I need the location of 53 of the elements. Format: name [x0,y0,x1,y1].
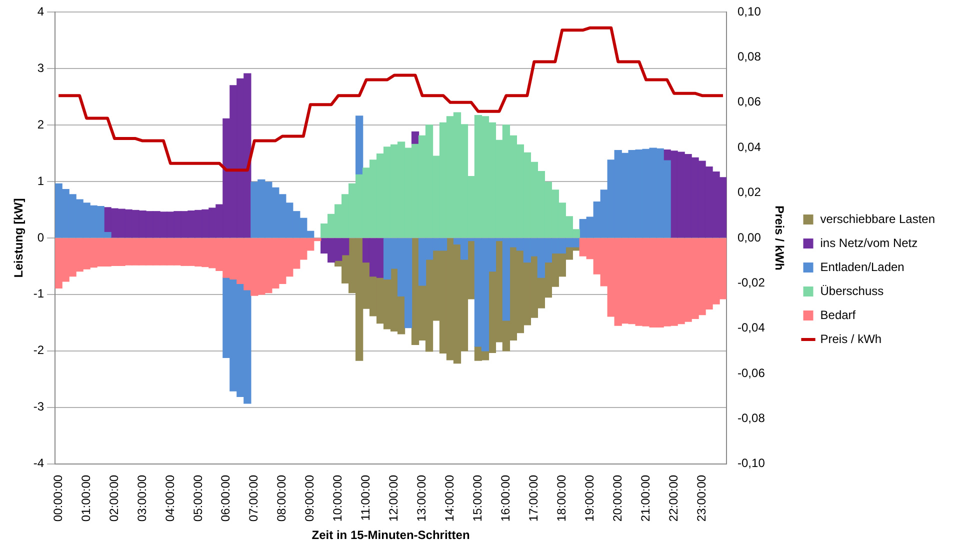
x-tick-label: 19:00:00 [582,474,596,522]
y-tick-label: -1 [33,286,44,301]
x-tick-label: 04:00:00 [162,474,177,522]
x-tick-label: 16:00:00 [498,474,513,522]
x-tick-label: 18:00:00 [554,474,568,522]
x-tick-label: 15:00:00 [470,474,485,522]
x-tick-label: 07:00:00 [246,474,261,522]
y-tick-label: 3 [37,60,44,75]
y2-tick-label: 0,04 [738,140,762,154]
x-tick-label: 23:00:00 [694,474,708,522]
x-tick-label: 20:00:00 [610,474,624,522]
x-tick-label: 10:00:00 [330,474,345,522]
y2-axis-title: Preis / kWh [772,206,787,270]
y2-tick-label: -0,08 [738,411,766,426]
x-tick-label: 14:00:00 [442,474,457,522]
legend-label: Bedarf [820,308,856,322]
x-axis-title: Zeit in 15-Minuten-Schritten [312,528,470,542]
x-tick-label: 08:00:00 [274,474,289,522]
x-tick-label: 11:00:00 [358,474,373,521]
y2-tick-label: 0,02 [738,185,762,200]
y-tick-label: 0 [37,230,44,244]
x-tick-label: 01:00:00 [78,474,93,522]
y-tick-label: 4 [37,4,44,18]
legend-label: Entladen/Laden [820,260,904,274]
y2-tick-label: -0,10 [738,456,766,470]
y-tick-label: -2 [33,343,44,358]
legend-label: Überschuss [820,284,884,298]
x-tick-label: 12:00:00 [386,474,401,522]
x-tick-label: 03:00:00 [134,474,149,522]
x-tick-label: 09:00:00 [302,474,317,522]
y2-tick-label: -0,06 [738,366,766,380]
y2-tick-label: 0,10 [738,4,762,18]
x-tick-label: 05:00:00 [190,474,205,522]
legend-label: Preis / kWh [820,332,882,346]
y-tick-label: 2 [37,117,44,132]
x-tick-label: 00:00:00 [50,474,65,522]
y-tick-label: -4 [33,456,44,470]
x-tick-label: 21:00:00 [638,474,652,522]
y2-tick-label: -0,02 [738,275,766,290]
legend-label: ins Netz/vom Netz [820,236,918,250]
y2-tick-label: -0,04 [738,320,766,335]
x-tick-label: 22:00:00 [666,474,680,522]
y2-tick-label: 0,00 [738,230,762,244]
x-tick-label: 02:00:00 [106,474,121,522]
y-axis-title: Leistung [kW] [12,198,26,278]
y-tick-label: -3 [33,400,44,414]
x-tick-label: 17:00:00 [526,474,540,522]
x-tick-label: 13:00:00 [414,474,429,522]
x-tick-label: 06:00:00 [218,474,233,522]
y-tick-label: 1 [37,174,44,188]
y2-tick-label: 0,06 [738,94,762,109]
y2-tick-label: 0,08 [738,50,762,64]
legend-label: verschiebbare Lasten [820,212,936,226]
